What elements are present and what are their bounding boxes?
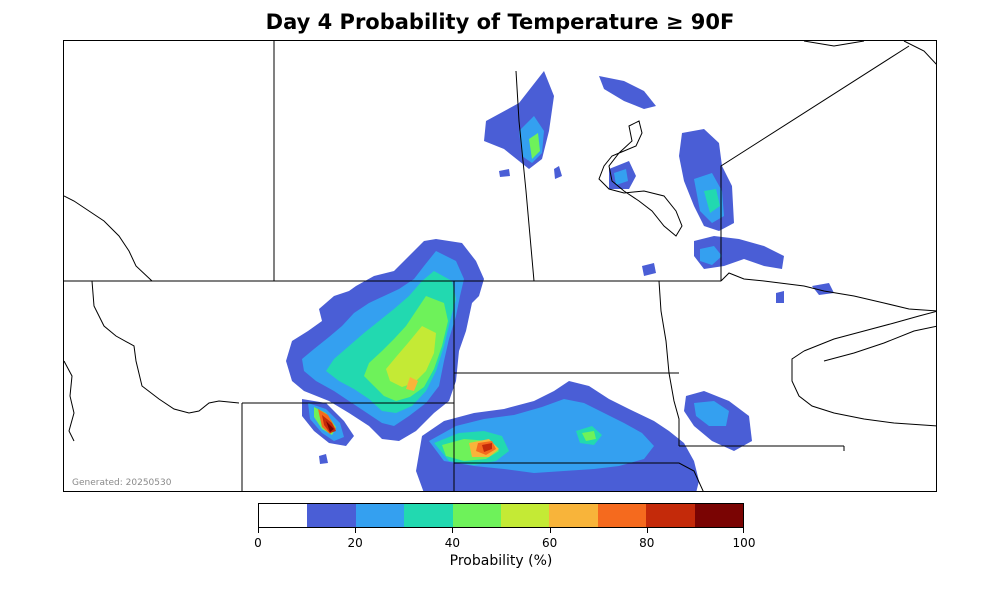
contour-10-small-a (319, 454, 328, 464)
colorbar-segment-3 (404, 504, 453, 527)
colorbar-segment-2 (355, 504, 405, 527)
contour-80-south (482, 443, 492, 452)
colorbar-segment-1 (307, 504, 356, 527)
colorbar-tick (549, 528, 551, 533)
colorbar-segment-0 (259, 504, 308, 527)
sd-ne-border (454, 462, 704, 491)
contour-20-man-c (700, 246, 722, 265)
contour-10-man-d (599, 76, 656, 109)
border-lines (64, 41, 936, 491)
nd-mn-border (658, 280, 680, 446)
colorbar-segment-6 (549, 504, 598, 527)
colorbar-tick (743, 528, 744, 533)
lake-winnipeg-outline (598, 120, 683, 237)
contour-10-ne (776, 291, 784, 303)
contour-30-man-b (704, 189, 720, 213)
colorbar-label: Probability (%) (449, 553, 553, 569)
colorbar-tick-label: 100 (732, 536, 756, 550)
contour-10-small-b (499, 169, 510, 177)
colorbar-tick (355, 528, 357, 533)
colorbar-tick (646, 528, 648, 533)
sask-manitoba-border (515, 70, 535, 282)
colorbar-segment-9 (694, 504, 744, 527)
colorbar (258, 503, 744, 528)
colorbar-tick-label: 40 (444, 536, 461, 550)
contour-50-west (386, 326, 436, 387)
map-panel (63, 40, 937, 492)
contour-60-west (406, 377, 418, 391)
contour-20-man-a (614, 169, 628, 185)
hudson-bay-coast (803, 41, 936, 65)
colorbar-tick (452, 528, 454, 533)
mn-ontario-border (720, 272, 936, 312)
contour-20-mn (694, 401, 729, 426)
colorbar-tick-label: 20 (347, 536, 363, 550)
contour-40-east (582, 431, 596, 441)
lake-superior-outline (803, 311, 936, 362)
idaho-mt-border (91, 280, 240, 414)
bc-alberta-border (64, 195, 153, 282)
contour-10-man-e (642, 263, 656, 276)
generated-label: Generated: 20250530 (72, 478, 172, 488)
idaho-border-west (64, 360, 75, 442)
probability-contours (286, 71, 834, 491)
colorbar-segment-8 (646, 504, 695, 527)
wisconsin-outline (791, 350, 936, 427)
contour-10-small-c (554, 166, 562, 179)
colorbar-segment-5 (501, 504, 550, 527)
map-canvas (64, 41, 936, 491)
colorbar-ticks: 0 20 40 60 80 100 (254, 528, 755, 558)
colorbar-tick-label: 80 (639, 536, 655, 550)
colorbar-tick-label: 0 (254, 536, 262, 550)
colorbar-segment-4 (452, 504, 502, 527)
contour-40-sask (529, 133, 540, 159)
colorbar-tick-label: 60 (541, 536, 558, 550)
manitoba-ontario-border (720, 45, 910, 281)
contour-hotspot-west-90 (326, 421, 334, 432)
colorbar-segment-7 (597, 504, 647, 527)
chart-title: Day 4 Probability of Temperature ≥ 90F (265, 10, 735, 34)
colorbar-tick (258, 528, 259, 533)
